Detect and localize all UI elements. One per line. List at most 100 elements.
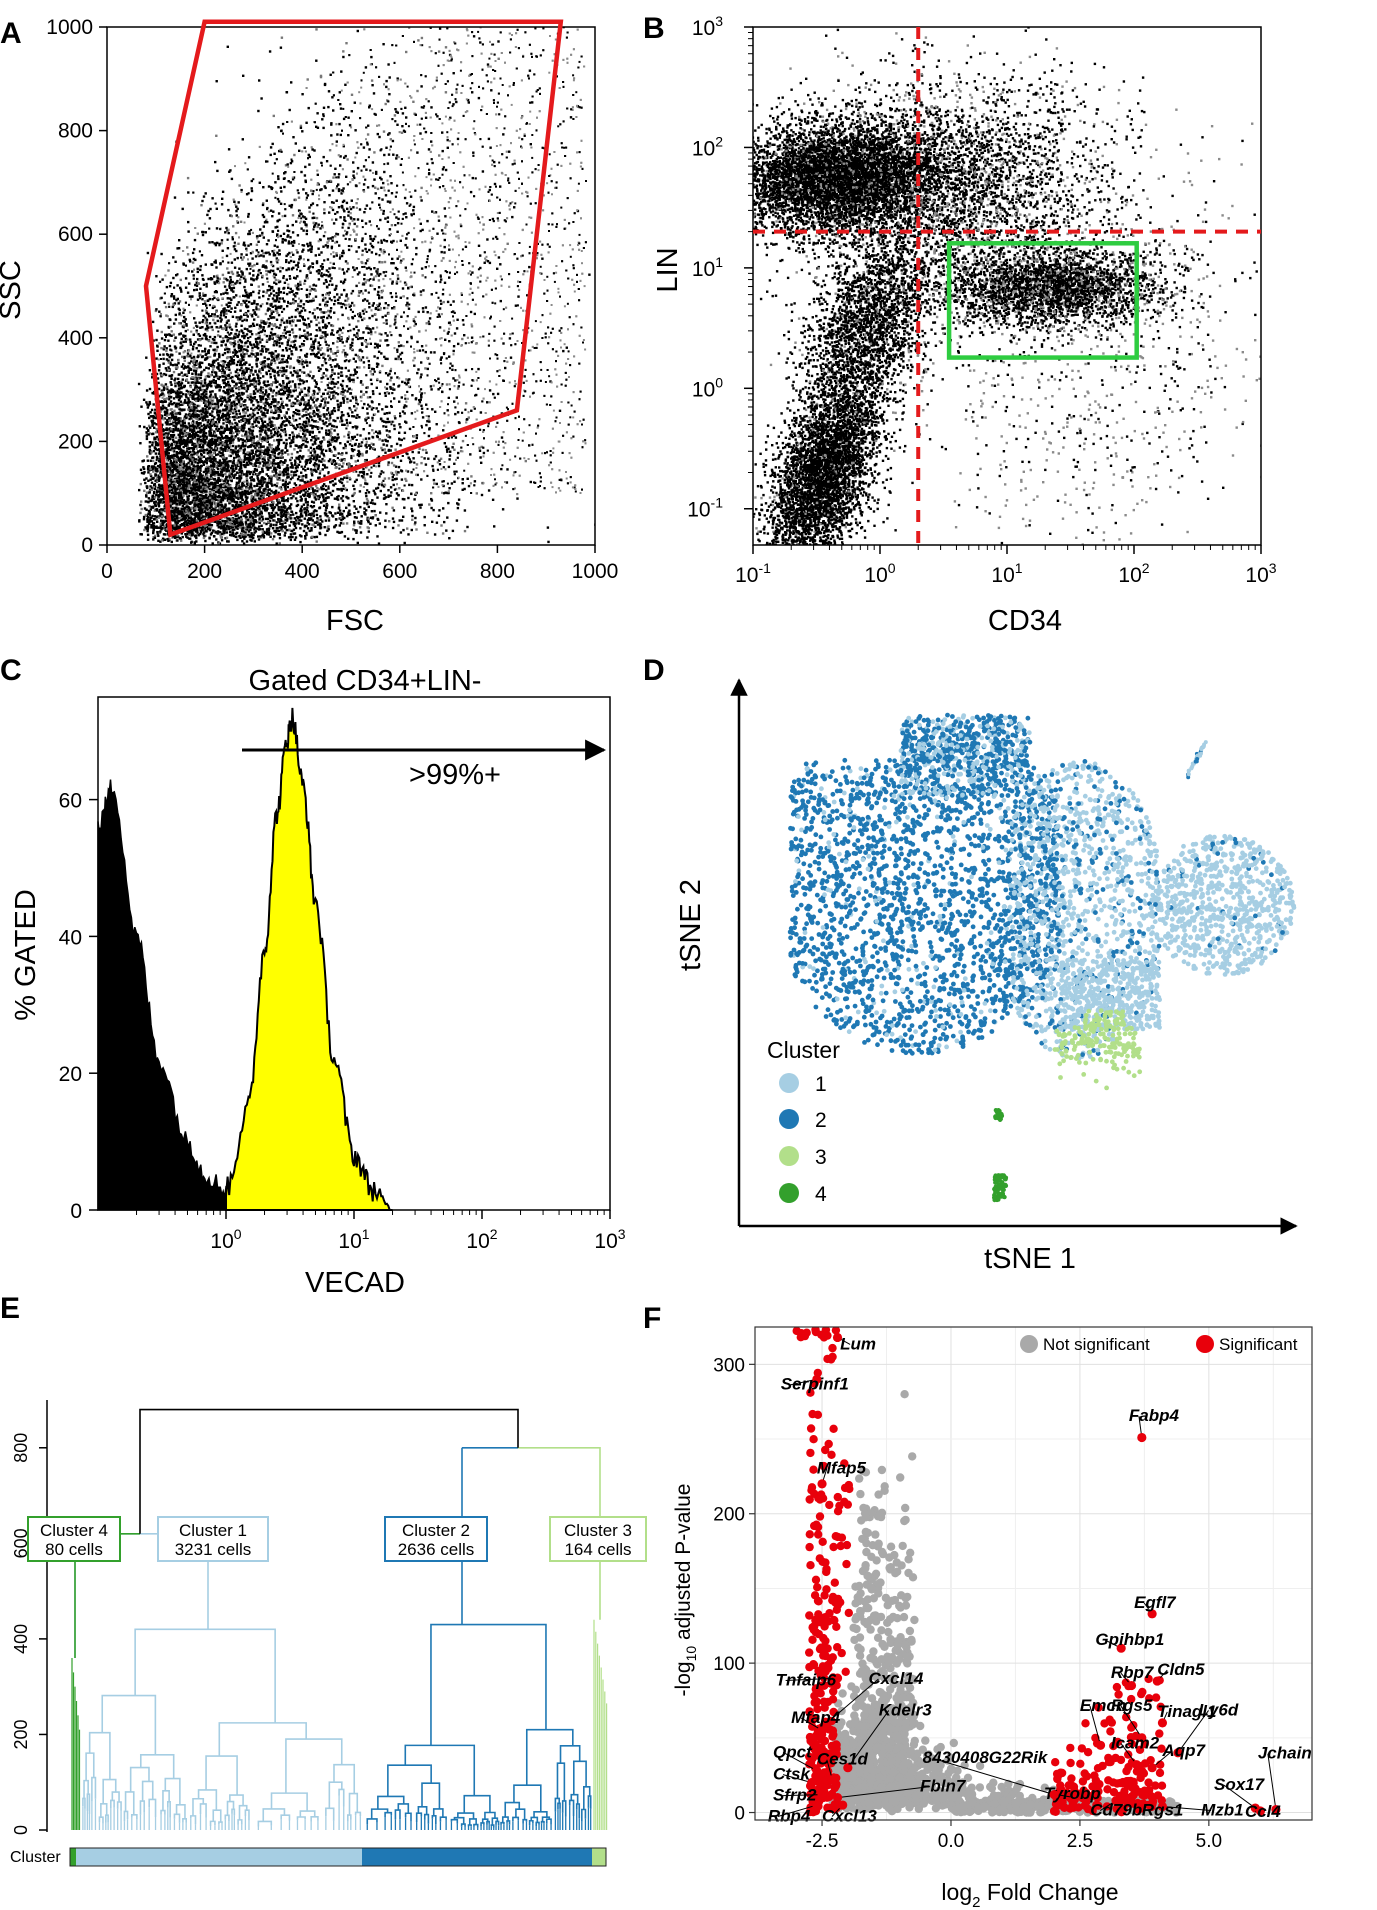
dendrogram-link xyxy=(237,1819,243,1825)
panel-f-point-ns xyxy=(914,1804,923,1814)
panel-f-point-ns xyxy=(962,1789,971,1799)
panel-f-point-ns xyxy=(1036,1801,1046,1811)
panel-a-ytick-label: 200 xyxy=(58,430,93,453)
panel-f-point-ns xyxy=(863,1571,872,1581)
dendrogram-link xyxy=(102,1778,117,1804)
panel-f-point-sig xyxy=(1093,1793,1102,1803)
panel-f-point-ns xyxy=(896,1603,905,1612)
dendrogram-link xyxy=(535,1821,540,1827)
cluster-box-count: 3231 cells xyxy=(175,1540,252,1559)
dendrogram-link xyxy=(556,1762,566,1801)
gene-point-ly6d xyxy=(1173,1748,1183,1758)
dendrogram-link xyxy=(141,1780,154,1802)
panel-f-point-ns xyxy=(860,1710,869,1720)
cluster-bar-segment xyxy=(70,1848,76,1866)
dendrogram-link xyxy=(354,1811,362,1817)
panel-f-point-ns xyxy=(859,1682,868,1691)
legend-swatch-cluster-3 xyxy=(779,1146,799,1166)
panel-a-xtick-label: 0 xyxy=(101,560,113,583)
dendrogram-link xyxy=(486,1820,490,1825)
dendrogram-link xyxy=(384,1811,393,1817)
gene-point-tnfaip6 xyxy=(832,1673,843,1683)
dendrogram-link xyxy=(583,1786,591,1810)
panel-a-xtick-label: 1000 xyxy=(572,560,619,583)
panel-c-xtick-label: 102 xyxy=(466,1226,497,1253)
dendrogram-link xyxy=(162,1790,170,1811)
panel-f-frame xyxy=(754,1326,1313,1821)
dendrogram-link xyxy=(513,1784,542,1812)
panel-f-point-ns xyxy=(886,1724,895,1733)
cluster-box-count: 164 cells xyxy=(564,1540,631,1559)
panel-f-point-ns xyxy=(859,1722,868,1731)
cluster-box-2 xyxy=(157,1516,269,1562)
gene-label-connector xyxy=(847,1710,890,1769)
dendrogram-link xyxy=(533,1810,548,1818)
panel-f-point-ns xyxy=(886,1638,895,1648)
gene-label: Rgs5 xyxy=(1111,1696,1153,1715)
panel-f-point-ns xyxy=(909,1698,918,1708)
gene-point-qpct xyxy=(812,1766,822,1776)
legend-swatch-cluster-4 xyxy=(779,1183,799,1203)
panel-c-xlabel: VECAD xyxy=(305,1267,405,1299)
panel-f-point-ns xyxy=(958,1783,967,1792)
panel-f-point-ns xyxy=(999,1807,1009,1817)
panel-f-point-sig xyxy=(1056,1768,1065,1777)
gene-point-rbp7 xyxy=(1126,1680,1137,1691)
dendrogram-link xyxy=(430,1623,547,1746)
panel-f-point-ns xyxy=(899,1612,909,1622)
gene-point-egfl7 xyxy=(1147,1609,1157,1619)
dendrogram-link xyxy=(512,1816,520,1822)
dendrogram-link xyxy=(518,1446,601,1620)
panel-f-point-ns xyxy=(885,1553,894,1562)
panel-f-point-sig xyxy=(1127,1783,1137,1792)
dendrogram-link xyxy=(460,1823,466,1827)
panel-b-ytick-label: 100 xyxy=(692,374,723,401)
dendrogram-link xyxy=(189,1815,197,1825)
panel-d: D tSNE 1 tSNE 2 Cluster 1 2 3 4 xyxy=(643,654,1298,1275)
panel-f-point-ns xyxy=(875,1773,884,1782)
panel-f-point-sig xyxy=(833,1601,842,1610)
panel-a-xlabel: FSC xyxy=(326,605,384,637)
panel-f-point-ns xyxy=(870,1700,880,1709)
gene-label-connector xyxy=(1223,1784,1256,1809)
gene-label: Mzb1 xyxy=(1201,1801,1244,1820)
panel-f-point-ns xyxy=(910,1736,919,1746)
dendrogram-link xyxy=(192,1797,205,1816)
panel-f-point-sig xyxy=(821,1651,830,1661)
dendrogram-link xyxy=(348,1792,359,1816)
gene-label-connector xyxy=(785,1677,838,1682)
panel-f-point-ns xyxy=(903,1672,913,1681)
dendrogram-link xyxy=(525,1728,574,1786)
dendrogram-link xyxy=(285,1738,343,1794)
panel-f-point-ns xyxy=(1000,1797,1010,1806)
panel-a-xtick-label: 800 xyxy=(480,560,515,583)
panel-f-xtick-label: 5.0 xyxy=(1196,1831,1222,1852)
dendrogram-link xyxy=(439,1816,447,1822)
panel-c-ticks: 100 101 102 103 0 20 40 60 xyxy=(59,790,626,1253)
panel-f-point-ns xyxy=(883,1601,892,1610)
dendrogram-link xyxy=(480,1822,485,1827)
panel-f-point-sig xyxy=(1135,1745,1145,1755)
dendrogram-link xyxy=(528,1819,534,1826)
panel-b-xtick-label: 101 xyxy=(991,560,1022,587)
dendrogram-link xyxy=(197,1789,218,1811)
panel-f-point-sig xyxy=(806,1388,815,1397)
panel-c-vecad-positive-peak xyxy=(225,707,393,1211)
panel-f-point-sig xyxy=(825,1500,834,1510)
panel-e-dendrogram xyxy=(71,1408,608,1830)
panel-f-point-sig xyxy=(817,1743,826,1752)
panel-f-point-sig xyxy=(818,1752,827,1762)
panel-c-letter: C xyxy=(0,654,22,687)
panel-f-point-ns xyxy=(905,1626,915,1636)
gene-label: Ccl4 xyxy=(1245,1802,1281,1821)
panel-c-annotation: >99%+ xyxy=(409,759,501,791)
panel-f-point-sig xyxy=(832,1750,841,1759)
panel-f-point-ns xyxy=(863,1528,873,1538)
panel-f-point-ns xyxy=(919,1799,928,1808)
panel-f-point-sig xyxy=(815,1554,824,1563)
panel-f-point-ns xyxy=(913,1749,922,1758)
panel-f-point-ns xyxy=(884,1627,893,1637)
dendrogram-link xyxy=(463,1794,491,1814)
panel-f-point-sig xyxy=(808,1635,817,1645)
panel-f-point-sig xyxy=(823,1803,832,1812)
